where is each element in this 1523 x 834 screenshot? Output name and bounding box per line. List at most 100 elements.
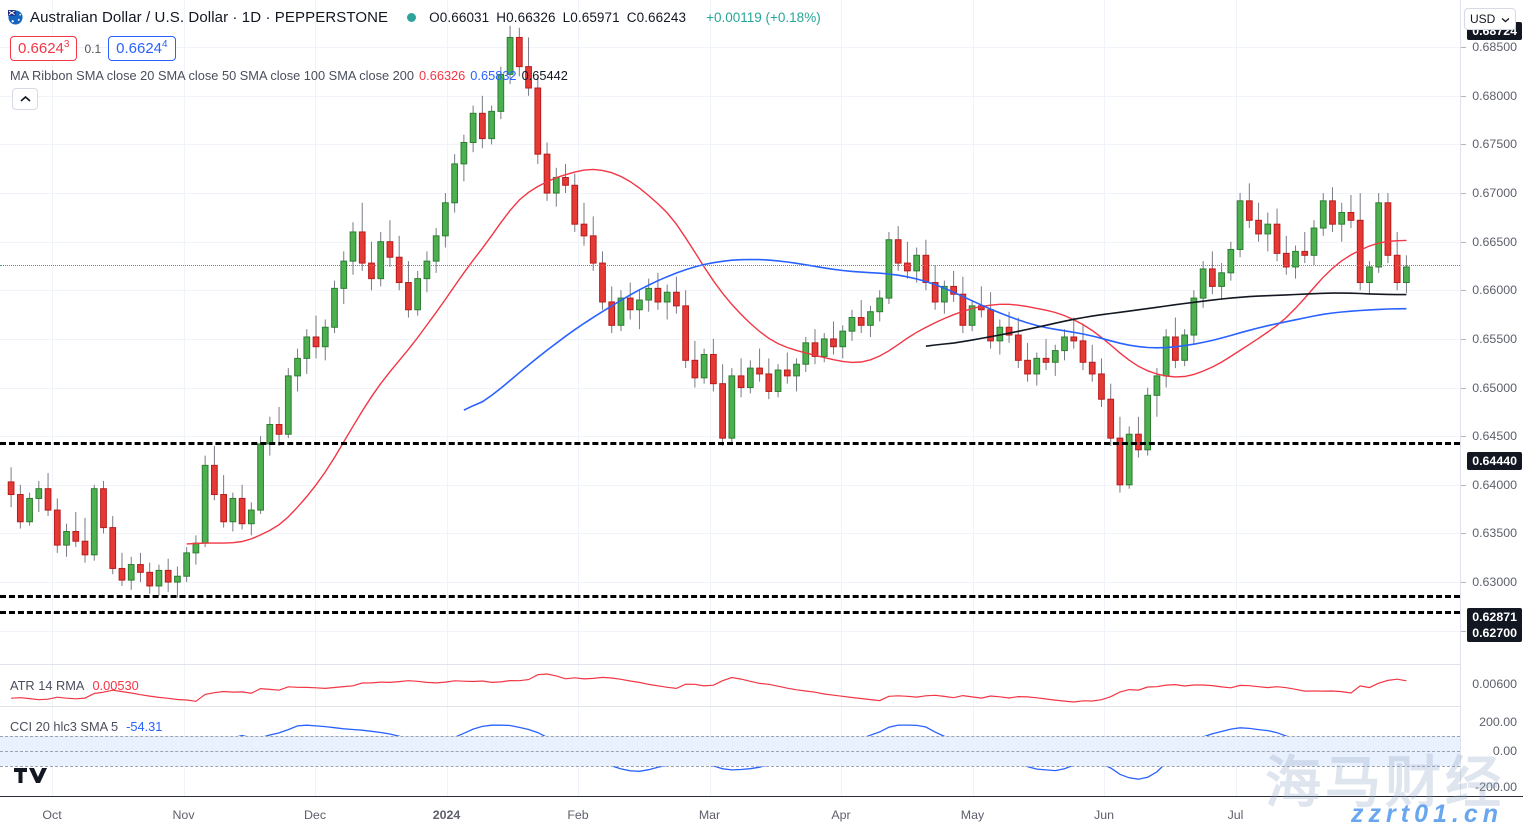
candle xyxy=(451,154,458,213)
cci-axis-tick: 200.00 xyxy=(1479,715,1517,729)
candle xyxy=(737,358,745,398)
candle xyxy=(1393,231,1401,291)
candle xyxy=(1403,255,1410,294)
chevron-up-icon xyxy=(19,90,31,108)
candle xyxy=(127,556,135,590)
candle xyxy=(469,105,477,153)
atr-legend[interactable]: ATR 14 RMA 0.00530 xyxy=(10,678,139,693)
spread-value: 0.1 xyxy=(84,41,102,56)
candle xyxy=(636,290,643,330)
axis-tickmark xyxy=(1461,193,1466,195)
candle xyxy=(1024,342,1031,382)
grid-line xyxy=(0,338,1460,340)
candle xyxy=(1042,338,1050,371)
candle xyxy=(386,220,394,267)
candle xyxy=(340,251,348,304)
symbol-title[interactable]: Australian Dollar / U.S. Dollar · 1D · P… xyxy=(30,8,389,26)
candle xyxy=(1088,344,1096,382)
candle xyxy=(691,340,699,388)
candle xyxy=(1144,387,1152,456)
candle xyxy=(349,222,357,275)
axis-tickmark xyxy=(1461,630,1466,632)
candle xyxy=(645,278,653,312)
chevron-down-icon xyxy=(1501,12,1510,26)
candle xyxy=(977,286,985,318)
candle xyxy=(1208,251,1216,295)
cci-axis-tick: 0.00 xyxy=(1492,744,1517,758)
price-level-line[interactable] xyxy=(0,611,1460,615)
price-level-line[interactable] xyxy=(0,594,1460,598)
candle xyxy=(275,407,283,446)
cci-label: CCI 20 hlc3 SMA 5 xyxy=(10,719,119,734)
tradingview-logo-icon[interactable] xyxy=(14,766,48,792)
bid-price-button[interactable]: 0.66243 xyxy=(10,36,78,62)
atr-axis-tick: 0.00600 xyxy=(1472,677,1517,691)
collapse-pane-button[interactable] xyxy=(12,88,38,110)
candle xyxy=(164,558,172,592)
axis-tickmark xyxy=(1461,387,1466,389)
ma-ribbon-value-fast: 0.66326 xyxy=(419,68,466,83)
candle xyxy=(1384,193,1392,264)
ma-line xyxy=(186,168,1407,545)
candle xyxy=(1162,329,1170,388)
price-axis-tick: 0.65000 xyxy=(1472,380,1517,395)
axis-tickmark xyxy=(1461,95,1466,97)
price-axis-tick: 0.67000 xyxy=(1472,186,1517,201)
axis-tickmark xyxy=(1461,290,1466,292)
candle xyxy=(247,502,255,536)
grid-line xyxy=(0,241,1460,243)
ohlc-low: L0.65971 xyxy=(562,9,620,25)
price-level-tag[interactable]: 0.64440 xyxy=(1467,452,1522,470)
time-axis-tick: Oct xyxy=(42,808,62,822)
grid-line xyxy=(0,193,1460,195)
ma-ribbon-value-slow: 0.65442 xyxy=(521,68,568,83)
grid-line xyxy=(0,47,1460,49)
time-axis[interactable]: Oct Nov Dec 2024 Feb Mar Apr May Jun Jul xyxy=(0,796,1523,834)
market-open-dot xyxy=(407,12,417,22)
candle xyxy=(497,66,505,120)
candle xyxy=(710,338,717,392)
time-axis-tick: Feb xyxy=(567,808,589,822)
currency-selector[interactable]: USD xyxy=(1464,8,1516,30)
price-level-line[interactable] xyxy=(0,265,1460,267)
candle xyxy=(405,261,412,318)
bid-ask-widget: 0.66243 0.1 0.66244 xyxy=(10,36,176,62)
bid-price-fraction: 3 xyxy=(63,39,70,50)
price-axis-tick: 0.68000 xyxy=(1472,88,1517,103)
candle xyxy=(506,25,514,85)
candle xyxy=(1218,263,1225,301)
candle xyxy=(885,231,893,304)
candle xyxy=(423,251,431,293)
cci-threshold-line xyxy=(0,736,1460,737)
candle xyxy=(830,321,837,355)
candle xyxy=(414,270,422,316)
candle xyxy=(1172,317,1179,369)
ohlc-values: O0.66031 H0.66326 L0.65971 C0.66243 xyxy=(429,10,693,25)
candle xyxy=(959,276,967,334)
candle xyxy=(90,484,98,561)
candle xyxy=(811,329,819,365)
price-axis[interactable]: 0.68500 0.68000 0.67500 0.67000 0.66500 0.660… xyxy=(1460,0,1523,796)
candle xyxy=(211,445,218,501)
ask-price-button[interactable]: 0.66244 xyxy=(108,36,176,62)
candle xyxy=(155,564,163,596)
grid-line xyxy=(0,582,1460,584)
atr-line xyxy=(11,673,1407,703)
price-level-tag[interactable]: 0.62871 xyxy=(1467,608,1522,626)
candle xyxy=(534,76,542,164)
ohlc-open: O0.66031 xyxy=(429,9,490,25)
grid-line xyxy=(0,144,1460,146)
ma-ribbon-legend[interactable]: MA Ribbon SMA close 20 SMA close 50 SMA … xyxy=(10,68,568,83)
price-level-tag[interactable]: 0.62700 xyxy=(1467,624,1522,642)
candle xyxy=(1264,212,1272,252)
candle xyxy=(848,309,856,341)
candle xyxy=(1061,329,1068,361)
atr-series xyxy=(11,673,1407,703)
price-change: +0.00119 (+0.18%) xyxy=(706,9,821,25)
price-level-line[interactable] xyxy=(0,442,1460,446)
candle xyxy=(950,270,957,302)
cci-legend[interactable]: CCI 20 hlc3 SMA 5 -54.31 xyxy=(10,719,162,734)
candle xyxy=(1292,245,1299,279)
candle xyxy=(931,265,939,310)
candle xyxy=(1190,290,1198,345)
